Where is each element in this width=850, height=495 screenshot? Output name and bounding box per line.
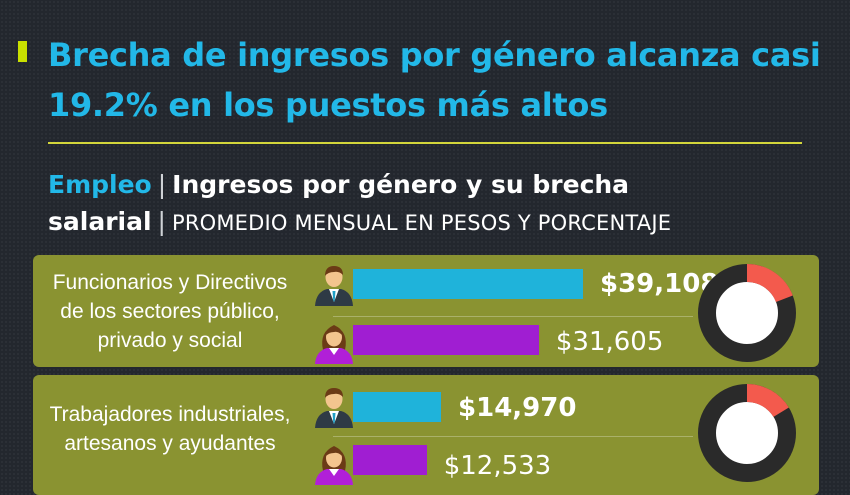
occupation-label-line: privado y social [97,329,243,352]
gap-donut: 19.2% [698,264,796,362]
subtitle-separator: | [157,170,167,199]
men-income-value: $39,108 [600,269,719,299]
man-in-suit-icon [315,388,353,428]
gap-slice [746,264,793,303]
gap-percent-label: 19.2% [717,303,777,326]
row-divider [333,436,693,437]
row-divider [333,316,693,317]
subtitle-keyword: Empleo [48,170,152,199]
subtitle-unit: PROMEDIO MENSUAL EN PESOS Y PORCENTAJE [171,211,672,235]
occupation-panel: Funcionarios y Directivos de los sectore… [33,255,819,367]
occupation-label: Funcionarios y Directivos de los sectore… [45,268,295,355]
occupation-panel: Trabajadores industriales, artesanos y a… [33,375,819,495]
man-in-suit-icon [315,266,353,306]
occupation-label-line: Trabajadores industriales, [49,403,291,426]
men-income-bar [353,392,442,422]
subtitle-heading-part1: Ingresos por género y su brecha [172,170,630,199]
women-income-bar [353,445,427,475]
woman-icon [315,446,353,485]
subtitle-separator: | [157,207,166,236]
occupation-label-line: artesanos y ayudantes [64,432,276,455]
page-title: Brecha de ingresos por género alcanza ca… [48,36,821,124]
occupation-label-line: Funcionarios y Directivos [52,271,288,294]
women-income-value: $31,605 [555,327,664,357]
title-accent-bar [18,41,27,62]
gap-donut: 16.3% [698,384,796,482]
women-income-value: $12,533 [443,451,552,481]
occupation-label-line: de los sectores público, [60,300,280,323]
chart-subtitle: Empleo | Ingresos por género y su brecha sa… [48,166,838,242]
gap-percent-label: 16.3% [717,423,777,446]
occupation-label: Trabajadores industriales, artesanos y a… [45,400,295,458]
subtitle-heading-part2: salarial [48,207,152,236]
woman-icon [315,325,353,364]
men-income-value: $14,970 [458,393,577,423]
men-income-bar [353,269,583,299]
gap-slice [746,384,789,418]
women-income-bar [353,325,539,355]
title-divider [48,142,802,144]
